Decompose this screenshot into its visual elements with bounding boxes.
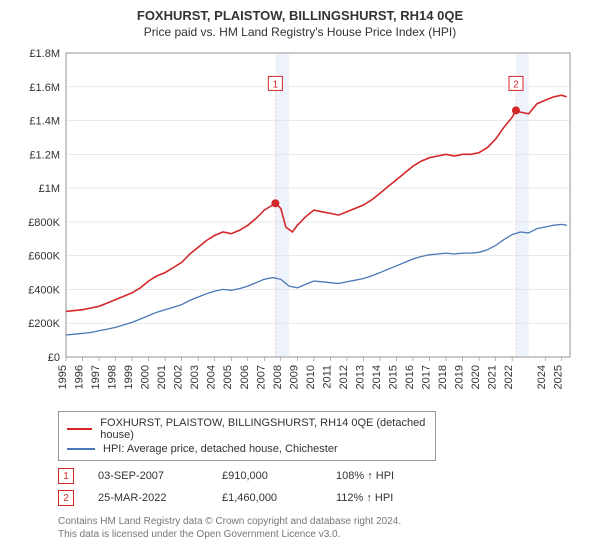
svg-text:2010: 2010 [305, 365, 317, 389]
svg-text:1997: 1997 [90, 365, 102, 389]
marker-price: £1,460,000 [222, 492, 312, 504]
legend: FOXHURST, PLAISTOW, BILLINGSHURST, RH14 … [58, 411, 436, 461]
svg-text:£0: £0 [48, 352, 60, 364]
legend-row: HPI: Average price, detached house, Chic… [67, 442, 427, 456]
svg-text:1998: 1998 [107, 365, 119, 389]
chart-subtitle: Price paid vs. HM Land Registry's House … [0, 23, 600, 43]
svg-text:2011: 2011 [321, 365, 333, 389]
svg-text:1999: 1999 [123, 365, 135, 389]
svg-text:2: 2 [513, 79, 519, 90]
svg-text:£1.2M: £1.2M [29, 149, 60, 161]
svg-text:2025: 2025 [553, 365, 565, 389]
svg-text:2000: 2000 [140, 365, 152, 389]
chart-area: £0 £200K £400K £600K £800K £1M £1.2M £1.4M £1.6M… [20, 43, 580, 403]
footer-line-1: Contains HM Land Registry data © Crown c… [58, 515, 580, 528]
svg-text:£200K: £200K [28, 318, 60, 330]
marker-date: 25-MAR-2022 [98, 492, 198, 504]
svg-text:2002: 2002 [173, 365, 185, 389]
marker-table: 1 03-SEP-2007 £910,000 108% ↑ HPI 2 25-MAR-20… [58, 465, 580, 509]
svg-text:2012: 2012 [338, 365, 350, 389]
svg-text:1996: 1996 [74, 365, 86, 389]
legend-row: FOXHURST, PLAISTOW, BILLINGSHURST, RH14 … [67, 416, 427, 442]
svg-text:2005: 2005 [222, 365, 234, 389]
svg-text:2016: 2016 [404, 365, 416, 389]
footer-line-2: This data is licensed under the Open Gov… [58, 528, 580, 541]
svg-text:1995: 1995 [57, 365, 69, 389]
svg-text:2001: 2001 [156, 365, 168, 389]
svg-text:2004: 2004 [206, 365, 218, 389]
legend-swatch [67, 448, 95, 450]
svg-text:£400K: £400K [28, 284, 60, 296]
svg-text:£1.4M: £1.4M [29, 116, 60, 128]
svg-text:2009: 2009 [288, 365, 300, 389]
svg-text:1: 1 [273, 79, 279, 90]
svg-text:£1M: £1M [39, 183, 60, 195]
legend-swatch [67, 428, 92, 430]
chart-title: FOXHURST, PLAISTOW, BILLINGSHURST, RH14 … [0, 0, 600, 23]
svg-text:2022: 2022 [503, 365, 515, 389]
svg-text:£600K: £600K [28, 251, 60, 263]
svg-text:£1.6M: £1.6M [29, 82, 60, 94]
marker-badge: 2 [58, 490, 74, 506]
svg-text:2020: 2020 [470, 365, 482, 389]
svg-text:2017: 2017 [421, 365, 433, 389]
svg-text:2024: 2024 [536, 365, 548, 389]
marker-price: £910,000 [222, 470, 312, 482]
marker-date: 03-SEP-2007 [98, 470, 198, 482]
marker-badge: 1 [58, 468, 74, 484]
svg-text:2019: 2019 [454, 365, 466, 389]
legend-label: HPI: Average price, detached house, Chic… [103, 443, 338, 455]
svg-text:2018: 2018 [437, 365, 449, 389]
marker-row: 2 25-MAR-2022 £1,460,000 112% ↑ HPI [58, 487, 580, 509]
svg-text:2006: 2006 [239, 365, 251, 389]
svg-text:£800K: £800K [28, 217, 60, 229]
svg-text:2007: 2007 [255, 365, 267, 389]
svg-text:2014: 2014 [371, 365, 383, 389]
chart-svg: £0 £200K £400K £600K £800K £1M £1.2M £1.4M £1.6M… [20, 43, 580, 403]
footer-attribution: Contains HM Land Registry data © Crown c… [58, 515, 580, 541]
marker-pct: 112% ↑ HPI [336, 492, 393, 504]
svg-text:£1.8M: £1.8M [29, 48, 60, 60]
marker-pct: 108% ↑ HPI [336, 470, 394, 482]
svg-text:2015: 2015 [387, 365, 399, 389]
svg-text:2021: 2021 [487, 365, 499, 389]
svg-text:2003: 2003 [189, 365, 201, 389]
svg-text:2013: 2013 [354, 365, 366, 389]
svg-text:2008: 2008 [272, 365, 284, 389]
marker-row: 1 03-SEP-2007 £910,000 108% ↑ HPI [58, 465, 580, 487]
legend-label: FOXHURST, PLAISTOW, BILLINGSHURST, RH14 … [100, 417, 427, 441]
